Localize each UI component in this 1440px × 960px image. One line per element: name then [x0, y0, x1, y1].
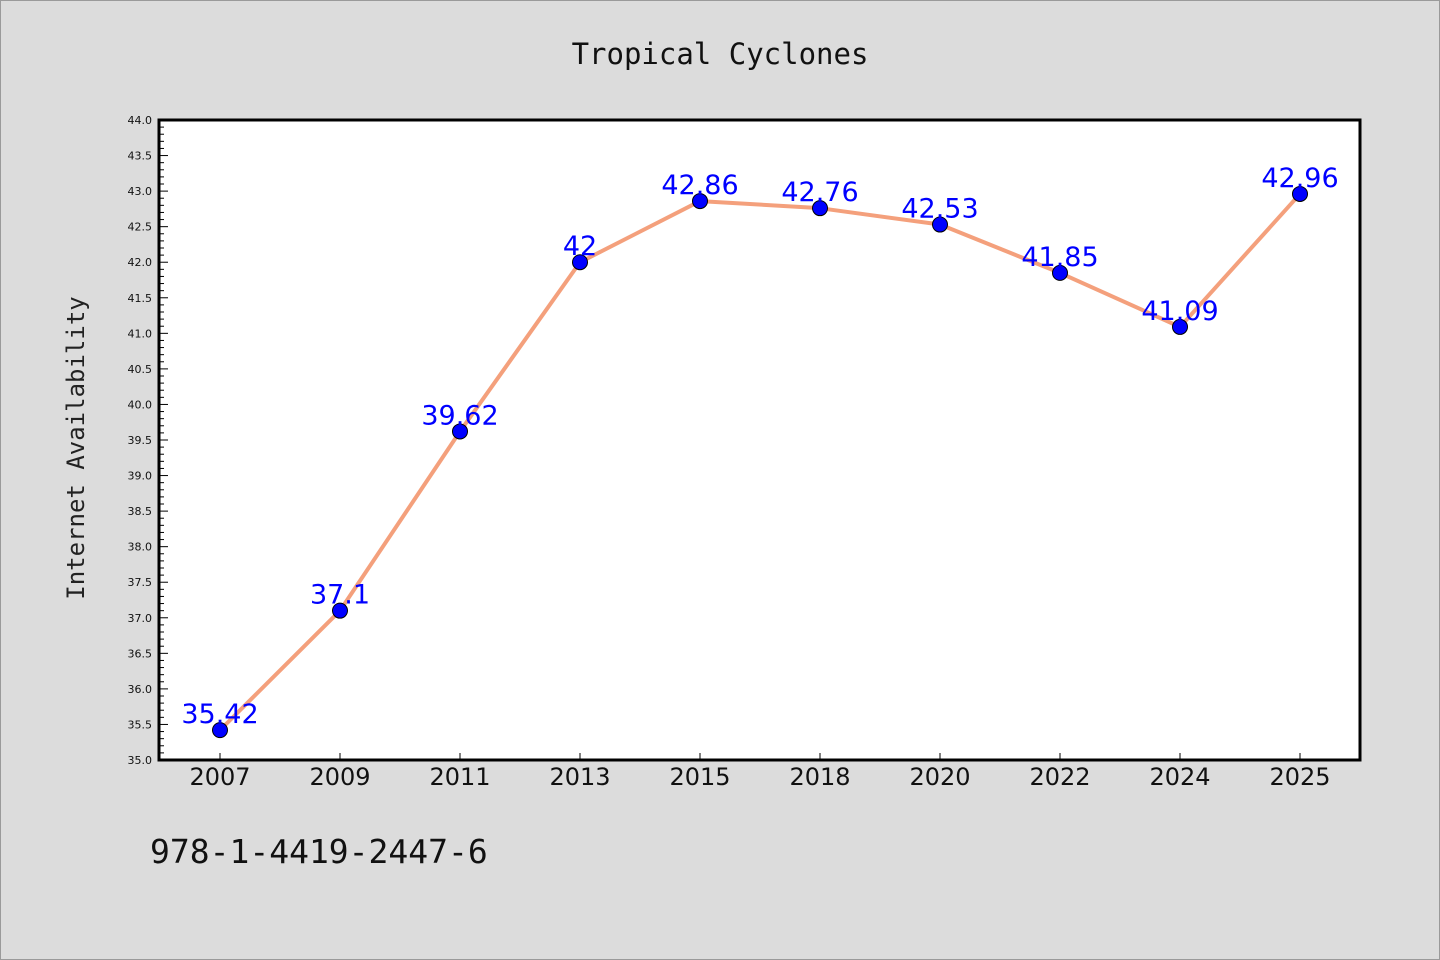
series-layer	[212, 185, 1308, 739]
data-point	[932, 216, 948, 233]
data-labels: 35.42 37.1 39.62 42 42.86 42.76 42.53 41.85 41.0…	[181, 163, 1338, 730]
data-label: 41.09	[1141, 296, 1218, 327]
y-tick-label: 41.5	[128, 292, 153, 305]
data-point	[212, 722, 228, 739]
data-label: 42.53	[901, 194, 978, 225]
x-tick-label: 2007	[189, 763, 250, 791]
y-tick-label: 35.5	[128, 718, 153, 731]
data-point	[812, 200, 828, 217]
data-label: 41.85	[1021, 242, 1098, 273]
chart-title: Tropical Cyclones	[572, 37, 869, 71]
data-point	[452, 423, 468, 440]
y-tick-label: 35.0	[128, 754, 153, 767]
data-point	[692, 193, 708, 210]
y-tick-label: 37.5	[128, 576, 153, 589]
x-tick-label: 2009	[309, 763, 370, 791]
y-tick-label: 40.5	[128, 363, 153, 376]
y-tick-label: 43.0	[128, 185, 153, 198]
series-line	[218, 191, 1302, 733]
plot-area	[157, 118, 1362, 762]
data-point	[1052, 264, 1068, 281]
y-tick-label: 36.5	[128, 647, 153, 660]
x-tick-label: 2024	[1149, 763, 1210, 791]
data-point	[1172, 318, 1188, 335]
x-axis-ticks: 2007 2009 2011 2013 2015 2018 2020 2022 2024 2025	[189, 753, 1331, 791]
data-label: 42.96	[1261, 163, 1338, 194]
footer-isbn: 978-1-4419-2447-6	[150, 832, 488, 871]
y-tick-label: 42.5	[128, 221, 153, 234]
y-axis-label: Internet Availability	[62, 296, 90, 599]
data-point	[332, 602, 348, 619]
data-label: 42	[563, 231, 597, 262]
y-tick-label: 38.0	[128, 541, 153, 554]
y-tick-label: 39.0	[128, 470, 153, 483]
y-tick-label: 38.5	[128, 505, 153, 518]
y-tick-label: 40.0	[128, 398, 153, 411]
data-label: 39.62	[421, 400, 498, 431]
data-label: 35.42	[181, 699, 258, 730]
data-label: 42.86	[661, 170, 738, 201]
x-tick-label: 2015	[669, 763, 730, 791]
data-label: 37.1	[310, 580, 370, 611]
y-tick-label: 41.0	[128, 327, 153, 340]
y-tick-label: 44.0	[128, 114, 153, 127]
y-tick-label: 42.0	[128, 256, 153, 269]
data-point	[572, 254, 588, 271]
x-tick-label: 2018	[789, 763, 850, 791]
x-tick-label: 2020	[909, 763, 970, 791]
y-tick-label: 39.5	[128, 434, 153, 447]
y-tick-label: 43.5	[128, 150, 153, 163]
y-axis-ticks: 35.0 35.5 36.0 36.5 37.0 37.5 38.0 38.5 39.0 39.5…	[128, 114, 168, 767]
y-tick-label: 37.0	[128, 612, 153, 625]
x-tick-label: 2011	[429, 763, 490, 791]
data-point	[1292, 185, 1308, 202]
x-tick-label: 2022	[1029, 763, 1090, 791]
data-label: 42.76	[781, 177, 858, 208]
y-tick-label: 36.0	[128, 683, 153, 696]
x-tick-label: 2025	[1269, 763, 1330, 791]
x-tick-label: 2013	[549, 763, 610, 791]
